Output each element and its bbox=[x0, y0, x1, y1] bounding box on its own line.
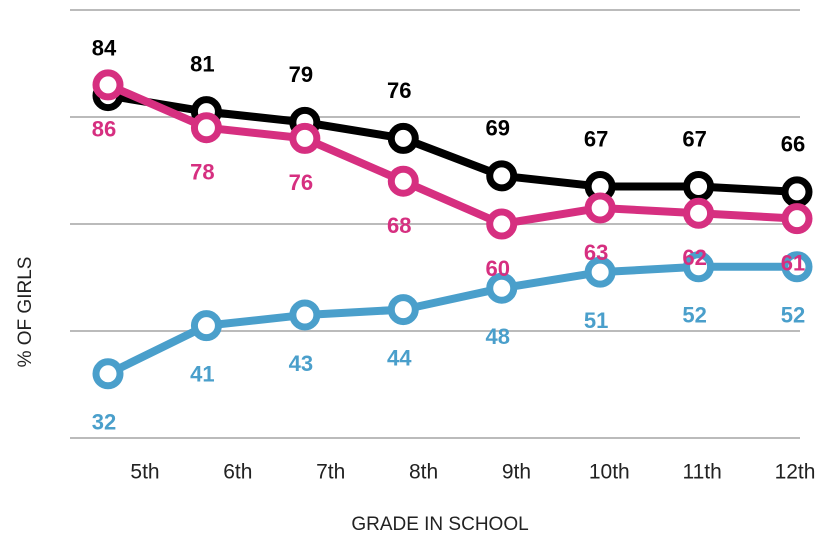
data-label: 60 bbox=[485, 256, 509, 281]
data-label: 78 bbox=[190, 160, 214, 185]
point bbox=[781, 251, 813, 283]
data-label: 67 bbox=[584, 126, 608, 151]
point bbox=[683, 251, 715, 283]
data-label: 81 bbox=[190, 51, 214, 76]
point bbox=[486, 208, 518, 240]
point bbox=[781, 203, 813, 235]
data-label: 43 bbox=[289, 351, 313, 376]
data-label: 86 bbox=[92, 117, 116, 142]
data-label: 76 bbox=[289, 170, 313, 195]
data-label: 48 bbox=[485, 324, 509, 349]
data-label: 41 bbox=[190, 361, 214, 386]
data-label: 32 bbox=[92, 410, 116, 435]
x-tick-label: 10th bbox=[589, 461, 630, 484]
point bbox=[387, 294, 419, 326]
data-label: 66 bbox=[781, 132, 805, 157]
x-tick-label: 7th bbox=[316, 461, 345, 484]
x-tick-label: 6th bbox=[223, 461, 252, 484]
point bbox=[584, 256, 616, 288]
data-label: 76 bbox=[387, 78, 411, 103]
series-line bbox=[106, 81, 798, 228]
data-label: 63 bbox=[584, 240, 608, 265]
point bbox=[387, 122, 419, 154]
data-label: 67 bbox=[682, 126, 706, 151]
data-label: 68 bbox=[387, 213, 411, 238]
data-label: 84 bbox=[92, 35, 117, 60]
data-label: 61 bbox=[781, 250, 805, 275]
data-label: 69 bbox=[485, 116, 509, 141]
point bbox=[683, 197, 715, 229]
point bbox=[190, 112, 222, 144]
point bbox=[486, 160, 518, 192]
point bbox=[289, 299, 321, 331]
x-tick-label: 8th bbox=[409, 461, 438, 484]
x-tick-label: 12th bbox=[775, 461, 816, 484]
data-label: 44 bbox=[387, 345, 412, 370]
point bbox=[92, 69, 124, 101]
data-label: 52 bbox=[682, 303, 706, 328]
series-line bbox=[107, 91, 798, 196]
point bbox=[289, 122, 321, 154]
y-axis-label: % OF GIRLS bbox=[15, 257, 36, 368]
x-tick-label: 11th bbox=[682, 461, 721, 484]
data-label: 52 bbox=[781, 303, 805, 328]
point bbox=[584, 192, 616, 224]
data-label: 51 bbox=[584, 308, 608, 333]
point bbox=[486, 272, 518, 304]
data-label: 62 bbox=[682, 245, 706, 270]
point bbox=[387, 165, 419, 197]
point bbox=[190, 310, 222, 342]
x-tick-label: 5th bbox=[130, 461, 159, 484]
point bbox=[92, 358, 124, 390]
series-line bbox=[106, 262, 797, 378]
data-label: 79 bbox=[289, 62, 313, 87]
x-axis-label: GRADE IN SCHOOL bbox=[351, 514, 528, 535]
point bbox=[781, 176, 813, 208]
x-tick-label: 9th bbox=[502, 461, 531, 484]
point bbox=[683, 171, 715, 203]
